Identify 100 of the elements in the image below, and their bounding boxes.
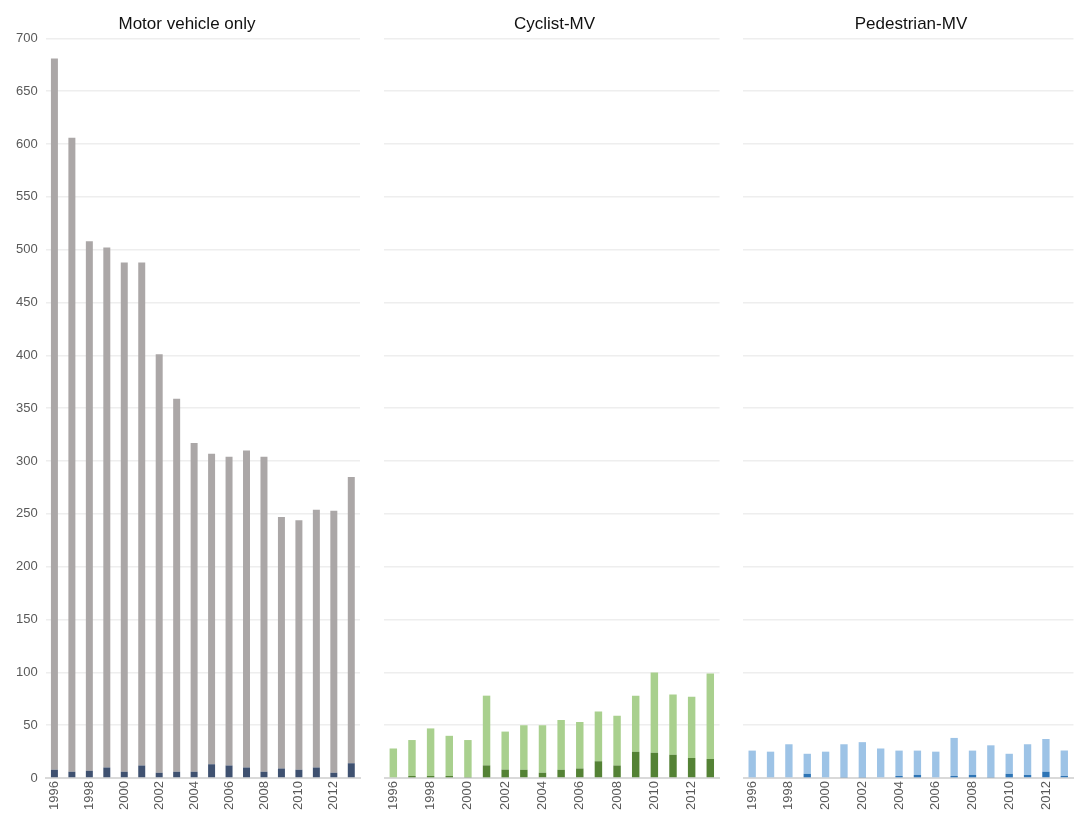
bar: [190, 771, 198, 778]
y-tick-label: 600: [15, 135, 38, 151]
bar: [389, 748, 398, 778]
bar: [277, 768, 285, 778]
bar: [520, 769, 528, 778]
bar: [312, 509, 320, 768]
bar: [877, 748, 885, 778]
y-tick-label: 500: [15, 241, 38, 257]
x-tick-label: 1998: [780, 781, 796, 810]
x-tick-label: 2000: [817, 781, 833, 810]
y-tick-label: 650: [15, 82, 38, 98]
bar: [987, 745, 995, 778]
bar: [260, 771, 268, 778]
x-tick-label: 2006: [927, 781, 943, 810]
chart-title: Pedestrian-MV: [854, 13, 968, 33]
bar: [932, 751, 940, 778]
x-tick-label: 2008: [964, 781, 980, 810]
x-tick-label: 2004: [185, 781, 201, 810]
bar: [103, 767, 111, 778]
bar: [68, 771, 76, 778]
bar: [913, 750, 922, 775]
bar: [50, 58, 58, 770]
x-tick-label: 2004: [534, 781, 550, 810]
bar: [426, 728, 435, 776]
bar: [243, 450, 251, 768]
bar: [482, 695, 491, 766]
bar: [557, 769, 565, 778]
bar: [50, 769, 58, 778]
bar: [766, 751, 775, 778]
bar: [225, 765, 233, 778]
bar: [1023, 744, 1032, 775]
y-tick-label: 300: [15, 452, 38, 468]
bar: [1042, 738, 1050, 772]
bar: [1060, 750, 1068, 776]
x-tick-label: 1996: [743, 781, 759, 810]
bar: [120, 771, 128, 778]
bar: [173, 771, 181, 778]
x-tick-label: 2010: [290, 781, 306, 810]
x-tick-label: 2000: [459, 781, 475, 810]
bar: [138, 262, 146, 766]
x-tick-label: 1998: [80, 781, 96, 810]
bar: [576, 722, 584, 769]
x-tick-label: 2002: [853, 781, 869, 810]
bar: [295, 769, 303, 778]
bar: [858, 742, 867, 778]
x-tick-label: 2012: [683, 781, 699, 810]
x-tick-label: 2008: [255, 781, 271, 810]
bar: [138, 765, 146, 778]
y-tick-label: 550: [15, 188, 38, 204]
bar: [312, 767, 320, 778]
bar: [613, 715, 621, 766]
bar: [482, 765, 491, 778]
bar: [85, 241, 93, 771]
bar: [803, 753, 811, 774]
x-tick-label: 2012: [325, 781, 341, 810]
bar: [347, 763, 355, 778]
bar: [706, 673, 715, 760]
bar: [68, 137, 76, 772]
y-tick-label: 450: [15, 294, 38, 310]
bar: [190, 443, 198, 772]
bar: [347, 476, 355, 764]
bar: [243, 767, 251, 778]
y-tick-label: 150: [15, 611, 38, 627]
bar: [103, 247, 111, 768]
bar: [445, 735, 453, 776]
x-tick-label: 2010: [645, 781, 661, 810]
bar: [669, 694, 677, 755]
y-tick-label: 350: [15, 399, 38, 415]
bar: [155, 354, 163, 773]
x-tick-label: 2006: [220, 781, 236, 810]
x-tick-label: 1998: [422, 781, 438, 810]
bar: [594, 711, 603, 762]
chart-title: Cyclist-MV: [513, 13, 596, 33]
bar: [501, 731, 509, 770]
bar: [687, 758, 696, 778]
y-tick-label: 0: [30, 769, 38, 785]
bar: [464, 740, 472, 778]
bar: [840, 744, 848, 778]
bar: [669, 754, 677, 778]
chart-title: Motor vehicle only: [118, 13, 256, 33]
bar: [260, 456, 268, 772]
bar: [895, 750, 903, 776]
bar: [950, 737, 958, 776]
bar: [501, 769, 509, 778]
bar: [538, 725, 547, 773]
x-tick-label: 1996: [384, 781, 400, 810]
y-tick-label: 700: [15, 29, 38, 45]
bar: [208, 453, 216, 765]
y-tick-label: 50: [23, 716, 38, 732]
bar: [631, 695, 640, 752]
bar: [594, 761, 603, 778]
bar: [208, 764, 216, 778]
x-tick-label: 2002: [496, 781, 512, 810]
bar: [706, 759, 715, 778]
bar: [173, 398, 181, 772]
y-tick-label: 100: [15, 663, 38, 679]
x-tick-label: 2000: [115, 781, 131, 810]
bar: [631, 751, 640, 778]
bar: [650, 672, 659, 753]
y-tick-label: 250: [15, 505, 38, 521]
